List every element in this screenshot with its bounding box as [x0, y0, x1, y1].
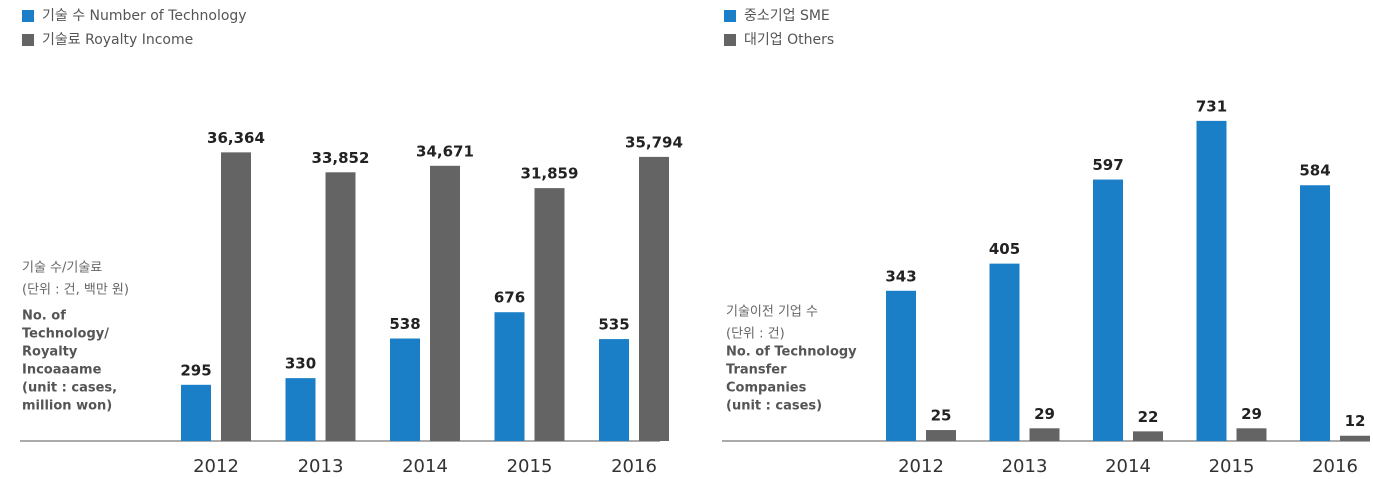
value-label: 25	[931, 407, 952, 425]
bar	[181, 384, 211, 441]
value-label: 34,671	[416, 142, 474, 160]
bar	[599, 339, 629, 441]
axis-label-en: (unit : cases)	[726, 399, 822, 414]
bar	[639, 156, 669, 441]
legend-swatch	[724, 10, 736, 22]
bar	[1093, 179, 1123, 441]
value-label: 33,852	[312, 149, 370, 167]
value-label: 35,794	[625, 133, 683, 151]
bar	[1236, 428, 1267, 441]
value-label: 295	[180, 361, 211, 379]
bar	[1340, 435, 1370, 441]
bar	[1029, 428, 1060, 441]
legend-label: 기술료 Royalty Income	[42, 32, 193, 48]
value-label: 676	[494, 289, 525, 307]
axis-label-en: Technology/	[22, 327, 109, 342]
x-tick-label: 2014	[1105, 456, 1151, 477]
value-label: 22	[1138, 408, 1159, 426]
bar	[1196, 120, 1227, 442]
axis-label-en: No. of	[22, 309, 66, 324]
bar	[285, 378, 316, 441]
value-label: 597	[1092, 156, 1123, 174]
value-label: 535	[598, 316, 629, 334]
bar	[1300, 185, 1330, 441]
value-label: 343	[885, 267, 916, 285]
value-label: 29	[1034, 405, 1055, 423]
bar	[221, 152, 251, 441]
value-label: 584	[1299, 162, 1330, 180]
axis-label-ko: (단위 : 건)	[726, 327, 785, 342]
bar	[534, 188, 565, 441]
x-tick-label: 2016	[1312, 456, 1358, 477]
axis-label-en: No. of Technology	[726, 345, 857, 360]
value-label: 405	[989, 240, 1020, 258]
axis-label-ko: (단위 : 건, 백만 원)	[22, 283, 129, 298]
value-label: 36,364	[207, 129, 265, 147]
axis-label-en: Incoaaame	[22, 363, 102, 378]
x-tick-label: 2016	[611, 456, 657, 477]
x-tick-label: 2013	[1002, 456, 1048, 477]
legend-swatch	[22, 34, 34, 46]
legend-swatch	[724, 34, 736, 46]
legend-swatch	[22, 10, 34, 22]
bar	[926, 430, 956, 441]
bar	[494, 312, 525, 441]
x-tick-label: 2015	[507, 456, 553, 477]
bar	[886, 290, 916, 441]
value-label: 538	[389, 315, 420, 333]
value-label: 29	[1241, 405, 1262, 423]
axis-label-en: Transfer	[726, 363, 787, 378]
axis-label-en: (unit : cases,	[22, 381, 117, 396]
legend-label: 기술 수 Number of Technology	[42, 8, 247, 24]
bar	[989, 263, 1020, 441]
x-tick-label: 2012	[193, 456, 239, 477]
bar	[430, 165, 460, 441]
x-tick-label: 2014	[402, 456, 448, 477]
bar	[325, 172, 356, 441]
x-tick-label: 2013	[298, 456, 344, 477]
axis-label-en: Royalty	[22, 345, 78, 360]
bar	[1133, 431, 1163, 441]
axis-label-ko: 기술 수/기술료	[22, 261, 102, 276]
axis-label-en: million won)	[22, 399, 112, 414]
value-label: 12	[1345, 412, 1366, 430]
legend-label: 중소기업 SME	[744, 8, 830, 24]
legend-label: 대기업 Others	[744, 32, 834, 48]
bar	[390, 338, 420, 441]
axis-label-ko: 기술이전 기업 수	[726, 305, 818, 320]
value-label: 731	[1196, 97, 1227, 115]
x-tick-label: 2012	[898, 456, 944, 477]
value-label: 330	[285, 355, 316, 373]
x-tick-label: 2015	[1209, 456, 1255, 477]
axis-label-en: Companies	[726, 381, 807, 396]
value-label: 31,859	[521, 165, 579, 183]
